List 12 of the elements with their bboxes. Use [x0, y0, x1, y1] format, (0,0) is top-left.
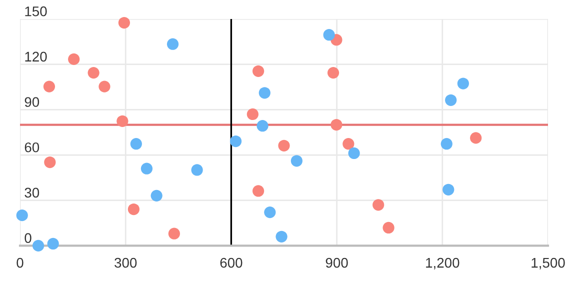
x-tick-label: 0	[16, 258, 24, 268]
y-tick-label: 150	[25, 6, 47, 16]
y-tick-label: 120	[25, 52, 47, 62]
x-tick-label: 1,500	[532, 258, 565, 270]
x-tick-label: 900	[326, 258, 348, 268]
x-tick-label: 1,200	[426, 258, 460, 270]
y-tick-label: 0	[24, 233, 32, 243]
y-tick-label: 60	[24, 142, 40, 152]
x-tick-label: 600	[220, 258, 242, 268]
y-tick-label: 90	[24, 97, 40, 107]
y-tick-label: 30	[24, 188, 40, 198]
x-tick-label: 300	[114, 258, 137, 268]
